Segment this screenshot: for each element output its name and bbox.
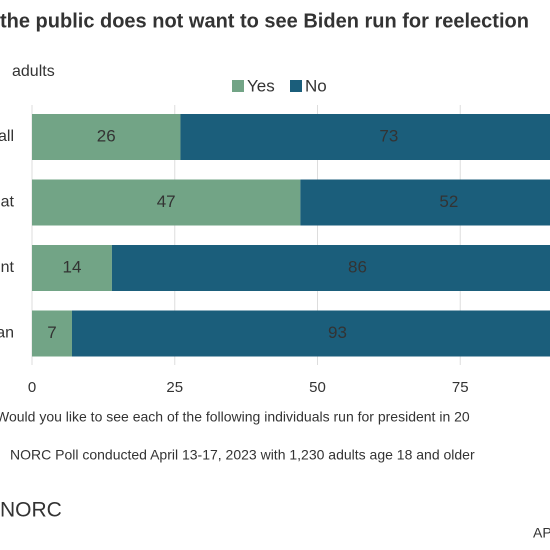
bar-segment — [32, 179, 301, 226]
legend-swatch — [290, 80, 302, 92]
bar-segment — [111, 245, 550, 291]
data-label: 73 — [379, 126, 398, 145]
bar-segment — [180, 114, 550, 160]
chart-title: the public does not want to see Biden ru… — [0, 10, 529, 32]
data-label: 52 — [439, 192, 458, 211]
x-tick-label: 25 — [166, 379, 183, 396]
y-tick-label: an — [0, 325, 14, 342]
x-tick-label: 50 — [309, 379, 326, 396]
chart-subtitle: adults — [12, 63, 55, 80]
logo: NORC — [0, 499, 62, 522]
y-tick-label: at — [1, 194, 15, 211]
bar-segment — [32, 245, 112, 291]
x-tick-label: 75 — [452, 379, 469, 396]
y-tick-label: all — [0, 128, 14, 145]
bar-segment — [32, 310, 72, 357]
legend-swatch — [232, 80, 244, 92]
data-label: 47 — [157, 192, 176, 211]
data-label: 86 — [348, 257, 367, 276]
x-tick-label: 0 — [28, 379, 36, 396]
bar-segment — [71, 310, 550, 357]
legend-label: No — [305, 76, 327, 95]
bar-segment — [300, 179, 550, 226]
legend-label: Yes — [247, 76, 275, 95]
note: NORC Poll conducted April 13-17, 2023 wi… — [10, 447, 475, 463]
data-label: 14 — [63, 257, 82, 276]
data-label: 93 — [328, 323, 347, 342]
bar-segment — [32, 114, 181, 160]
data-label: 26 — [97, 126, 116, 145]
y-tick-label: nt — [1, 259, 15, 276]
credit: AP — [533, 525, 550, 541]
data-label: 7 — [47, 323, 56, 342]
note: Would you like to see each of the follow… — [0, 409, 470, 425]
